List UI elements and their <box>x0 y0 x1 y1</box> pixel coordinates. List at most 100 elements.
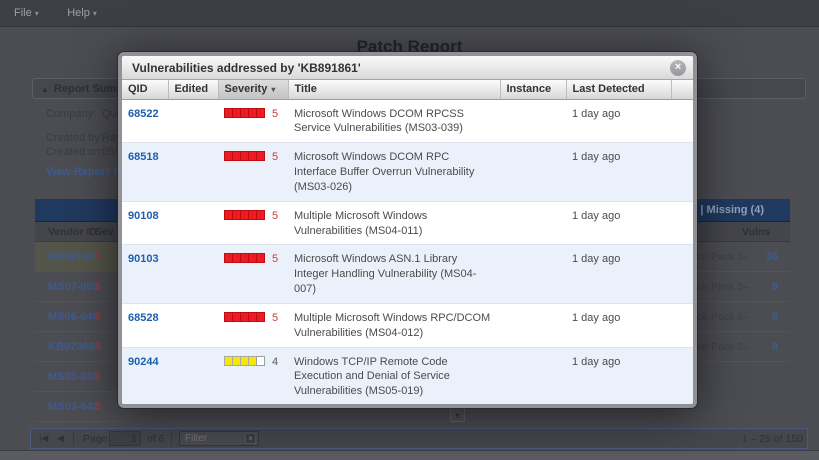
vulnerability-title: Microsoft Windows DCOM RPCSS Service Vul… <box>288 99 500 144</box>
vulnerability-row: 68528 5 Multiple Microsoft Windows RPC/DCO… <box>122 303 693 348</box>
edited-cell <box>168 347 218 404</box>
edited-cell <box>168 244 218 304</box>
sort-desc-icon: ▾ <box>271 85 276 95</box>
last-detected-column-header[interactable]: Last Detected <box>566 80 672 100</box>
severity-cell: 5 <box>218 99 288 144</box>
table-row[interactable]: MS05-036 5 <box>35 362 118 392</box>
instance-column-header[interactable]: Instance <box>500 80 567 100</box>
prev-page-icon[interactable]: ◀ <box>57 433 64 443</box>
severity-column-header[interactable]: Severity ▾ <box>218 80 289 100</box>
dialog-titlebar: Vulnerabilities addressed by 'KB891861' … <box>122 56 693 80</box>
qid-link[interactable]: 68518 <box>122 142 168 202</box>
severity-number: 4 <box>272 355 279 368</box>
gutter-cell <box>671 201 693 246</box>
company-label: Company: <box>46 108 97 120</box>
vulnerability-row: 68517 4Microsoft Windows 2000 RPC DCOM In… <box>122 406 693 408</box>
qid-link[interactable]: 68528 <box>122 303 168 348</box>
table-row[interactable]: KB891861 5 <box>35 242 118 272</box>
instance-cell <box>500 201 566 246</box>
severity-number: 5 <box>272 209 279 222</box>
vulnerability-row: 68522 5 Microsoft Windows DCOM RPCSS Servi… <box>122 99 693 144</box>
edited-cell <box>168 201 218 246</box>
vulnerability-title: Multiple Microsoft Windows RPC/DCOM Vuln… <box>288 303 500 348</box>
table-row[interactable]: ce Pack 3– 36 <box>697 242 790 272</box>
qid-link[interactable]: 68522 <box>122 99 168 144</box>
vendor-id-link[interactable]: MS07-008 <box>48 281 99 293</box>
vendor-id-link[interactable]: KB891861 <box>48 251 101 263</box>
gutter-cell <box>671 347 693 404</box>
of-pages-label: of 6 <box>147 433 165 445</box>
table-row[interactable]: ce Pack 3– 8 <box>697 302 790 332</box>
sev-value: 5 <box>95 251 102 263</box>
menubar: File ▾ Help ▾ <box>0 0 819 27</box>
sev-value: 5 <box>95 401 102 413</box>
os-name-fragment: ce Pack 3– <box>697 311 749 323</box>
vulns-count-link[interactable]: 36 <box>765 251 778 263</box>
menu-help[interactable]: Help ▾ <box>53 0 107 19</box>
divider <box>171 431 172 446</box>
vendor-id-column-header[interactable]: Vendor ID <box>48 226 98 238</box>
vulnerability-row: 90108 5 Multiple Microsoft Windows Vulnera… <box>122 201 693 246</box>
vulnerabilities-table: QID Edited Severity ▾ Title Instance Last… <box>122 80 693 408</box>
filter-clear-icon[interactable]: × <box>245 433 256 444</box>
vulns-count-link[interactable]: 8 <box>771 341 778 353</box>
table-row[interactable]: MS07-008 5 <box>35 272 118 302</box>
page-number-input[interactable] <box>109 431 141 446</box>
title-column-header[interactable]: Title <box>288 80 501 100</box>
last-detected-cell: 1 day ago <box>566 303 671 348</box>
edited-column-header[interactable]: Edited <box>168 80 219 100</box>
last-detected-cell: 1 day ago <box>566 347 671 404</box>
sev-value: 5 <box>95 281 102 293</box>
severity-bar <box>224 209 265 220</box>
sev-value: 5 <box>95 341 102 353</box>
instance-cell <box>500 244 566 304</box>
last-detected-cell: 1 day ago <box>566 142 671 202</box>
row-range-label: 1 – 25 of 150 <box>741 433 803 445</box>
gutter-cell <box>671 303 693 348</box>
menu-file[interactable]: File ▾ <box>0 0 49 19</box>
edited-cell <box>168 142 218 202</box>
vulns-column-header[interactable]: Vulns <box>742 226 771 238</box>
dialog-title: Vulnerabilities addressed by 'KB891861' <box>132 61 361 75</box>
severity-number: 5 <box>272 311 279 324</box>
severity-cell: 5 <box>218 303 288 348</box>
gutter-column-header <box>671 80 693 100</box>
qid-link[interactable]: 90244 <box>122 347 168 404</box>
vendor-id-link[interactable]: MS05-036 <box>48 371 99 383</box>
vendor-id-link[interactable]: MS06-046 <box>48 311 99 323</box>
edited-cell <box>168 99 218 144</box>
first-page-icon[interactable]: |◀ <box>39 433 49 443</box>
instance-cell <box>500 406 566 408</box>
table-row[interactable]: ce Pack 3– 9 <box>697 272 790 302</box>
severity-bar <box>224 355 265 366</box>
sev-column-header[interactable]: Sev <box>95 226 114 238</box>
qid-link[interactable]: 90103 <box>122 244 168 304</box>
vendor-id-link[interactable]: KB973688 <box>48 341 101 353</box>
page-title: Patch Report <box>356 37 463 56</box>
table-row[interactable]: KB973688 5 <box>35 332 118 362</box>
vulns-count-link[interactable]: 8 <box>771 311 778 323</box>
severity-number: 5 <box>272 107 279 120</box>
table-row[interactable]: ce Pack 3– 8 <box>697 332 790 362</box>
gutter-cell <box>671 142 693 202</box>
table-row[interactable]: MS03-042 5 <box>35 392 118 422</box>
vulnerability-row: 90244 4 Windows TCP/IP Remote Code Executi… <box>122 347 693 404</box>
missing-tab-label[interactable]: p | Missing (4) <box>690 204 764 216</box>
vulnerability-title: Microsoft Windows DCOM RPC Interface Buf… <box>288 142 500 202</box>
severity-cell: 5 <box>218 142 288 202</box>
table-row[interactable]: MS06-046 5 <box>35 302 118 332</box>
last-detected-cell: 1 day ago <box>566 244 671 304</box>
qid-column-header[interactable]: QID <box>122 80 169 100</box>
qid-link[interactable]: 90108 <box>122 201 168 246</box>
page-label: Page <box>83 433 108 445</box>
qid-link[interactable]: 68517 <box>122 406 168 408</box>
filter-input[interactable] <box>179 431 259 446</box>
menu-help-label: Help <box>67 7 90 19</box>
vulns-count-link[interactable]: 9 <box>771 281 778 293</box>
vendor-id-link[interactable]: MS03-042 <box>48 401 99 413</box>
edited-cell <box>168 303 218 348</box>
edited-cell <box>168 406 218 408</box>
close-icon[interactable]: × <box>670 60 686 76</box>
scrollbar-down-icon[interactable]: ▾ <box>450 408 465 422</box>
